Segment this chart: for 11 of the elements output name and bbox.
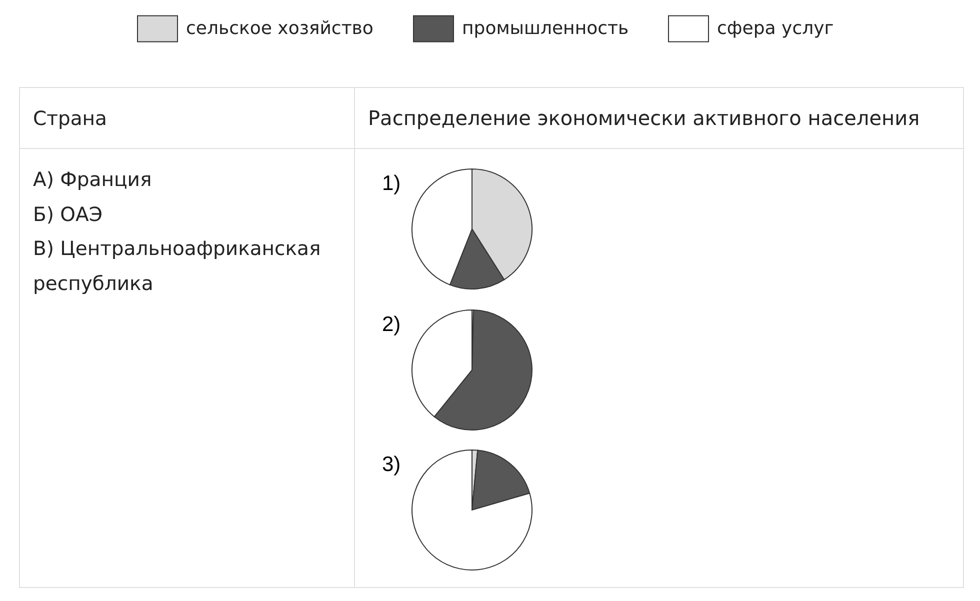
text: А) Франция xyxy=(33,167,153,193)
text: Распределение экономически активного населения xyxy=(355,88,963,149)
chart-title: 3) xyxy=(382,453,401,476)
text: В) Центральноафриканская республика xyxy=(33,236,322,296)
text: 1) xyxy=(382,172,401,195)
chart-title: 2) xyxy=(382,313,401,336)
legend-label: промышленность xyxy=(462,18,629,39)
text: Страна xyxy=(20,88,355,149)
text: Б) ОАЭ xyxy=(33,202,104,228)
legend-label: сфера услуг xyxy=(717,18,834,39)
legend-label: сельское хозяйство xyxy=(186,18,374,39)
